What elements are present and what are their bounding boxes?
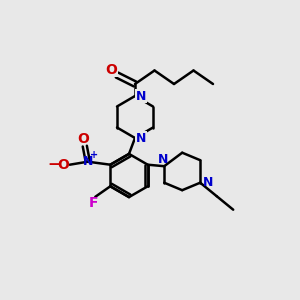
Text: N: N (82, 155, 93, 168)
Text: O: O (106, 63, 118, 76)
Text: O: O (57, 158, 69, 172)
Text: N: N (136, 131, 146, 145)
Text: N: N (158, 153, 168, 166)
Text: O: O (77, 133, 89, 146)
Text: N: N (136, 89, 146, 103)
Text: F: F (89, 196, 98, 210)
Text: +: + (90, 150, 98, 160)
Text: N: N (202, 176, 213, 189)
Text: −: − (48, 157, 61, 172)
